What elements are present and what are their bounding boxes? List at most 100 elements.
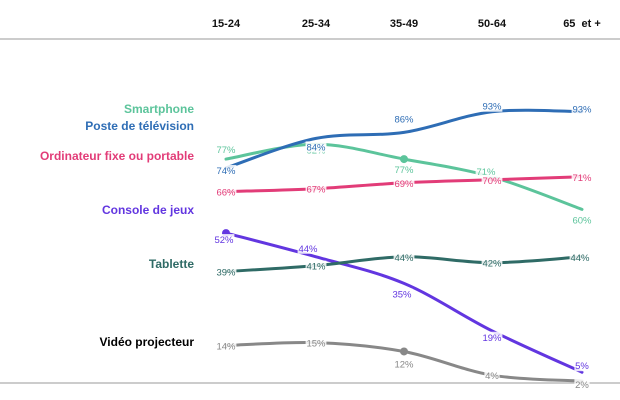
data-label-group: 67% xyxy=(305,183,327,196)
data-label-smartphone-3: 71% xyxy=(476,167,496,178)
data-label-background xyxy=(215,266,237,278)
data-label-background xyxy=(481,331,503,343)
data-label-background xyxy=(297,242,319,254)
data-label-background xyxy=(215,164,237,176)
data-label-background xyxy=(574,379,590,391)
data-label-group: 35% xyxy=(391,288,413,300)
data-label-group: 86% xyxy=(393,113,415,125)
data-label-background xyxy=(481,100,503,112)
data-label-group: 44% xyxy=(393,251,415,264)
data-label-group: 44% xyxy=(569,251,591,264)
data-label-group: 41% xyxy=(305,260,327,273)
category-header-15-24: 15-24 xyxy=(212,18,241,30)
data-label-poste-de-television-1: 84% xyxy=(306,142,326,153)
data-label-background xyxy=(481,257,503,269)
category-headers: 15-24 25-34 35-49 50-64 65 et + xyxy=(212,18,601,30)
data-label-group: 71% xyxy=(571,171,593,184)
data-label-background xyxy=(393,164,415,176)
data-label-group: 2% xyxy=(574,379,590,391)
data-label-video-projecteur-2: 12% xyxy=(394,359,414,370)
data-label-group: 93% xyxy=(571,103,593,116)
series-name-tablette: Tablette xyxy=(149,257,194,271)
data-label-poste-de-television-3: 93% xyxy=(482,102,502,113)
data-label-group: 70% xyxy=(481,174,503,187)
data-label-background xyxy=(305,141,327,153)
series-line-console-de-jeux xyxy=(224,231,584,374)
data-label-group: 69% xyxy=(393,177,415,190)
data-label-smartphone-2: 77% xyxy=(394,165,414,176)
series-name-ordinateur-fixe-ou-portable: Ordinateur fixe ou portable xyxy=(40,149,194,163)
data-label-background xyxy=(305,260,327,272)
data-label-background xyxy=(215,186,237,198)
data-label-group: 60% xyxy=(571,214,593,226)
data-label-poste-de-television-0: 74% xyxy=(216,166,236,177)
data-label-console-de-jeux-1: 44% xyxy=(298,244,318,255)
series-line-poste-de-television xyxy=(224,108,584,170)
data-label-background xyxy=(215,144,237,156)
data-label-background xyxy=(481,174,503,186)
data-label-background xyxy=(393,177,415,189)
data-label-background xyxy=(571,214,593,226)
series-name-console-de-jeux: Console de jeux xyxy=(102,203,194,217)
data-label-tablette-3: 42% xyxy=(482,259,502,270)
series-line-smartphone xyxy=(224,142,584,211)
data-label-group: 39% xyxy=(215,266,237,279)
data-label-background xyxy=(569,251,591,263)
data-label-background xyxy=(305,183,327,195)
data-label-group: 84% xyxy=(305,141,327,153)
category-header-25-34: 25-34 xyxy=(302,18,331,30)
series-name-smartphone: Smartphone xyxy=(124,102,194,116)
data-label-group: 66% xyxy=(215,186,237,199)
data-label-group: 19% xyxy=(481,331,503,344)
data-label-ordinateur-fixe-ou-portable-2: 69% xyxy=(394,179,414,190)
data-label-console-de-jeux-4: 5% xyxy=(575,361,589,372)
series-lines xyxy=(222,108,584,383)
data-label-group: 12% xyxy=(393,358,415,370)
data-label-video-projecteur-3: 4% xyxy=(485,371,499,382)
data-label-group: 4% xyxy=(484,370,500,382)
data-label-group: 5% xyxy=(574,360,590,372)
data-label-group: 14% xyxy=(215,340,237,353)
series-marker-smartphone-2 xyxy=(400,155,408,164)
data-label-group: 42% xyxy=(481,257,503,270)
data-label-ordinateur-fixe-ou-portable-1: 67% xyxy=(306,185,326,196)
series-marker-video-projecteur-2 xyxy=(400,347,408,356)
data-label-poste-de-television-2: 86% xyxy=(394,114,414,125)
data-label-video-projecteur-1: 15% xyxy=(306,339,326,350)
data-label-tablette-4: 44% xyxy=(570,253,590,264)
data-label-background xyxy=(393,251,415,263)
data-label-group: 52% xyxy=(213,234,235,246)
data-label-background xyxy=(571,103,593,115)
data-label-background xyxy=(571,171,593,183)
series-name-video-projecteur: Vidéo projecteur xyxy=(100,335,195,349)
category-header-65-et: 65 et + xyxy=(563,18,601,30)
data-label-background xyxy=(484,370,500,382)
data-label-background xyxy=(574,360,590,372)
data-label-video-projecteur-0: 14% xyxy=(216,342,236,353)
category-header-50-64: 50-64 xyxy=(478,18,507,30)
data-label-background xyxy=(393,113,415,125)
data-label-video-projecteur-4: 2% xyxy=(575,380,589,391)
data-label-ordinateur-fixe-ou-portable-0: 66% xyxy=(216,188,236,199)
data-label-smartphone-0: 77% xyxy=(216,145,236,156)
data-label-group: 77% xyxy=(393,164,415,176)
data-label-group: 71% xyxy=(475,165,497,178)
data-labels: 77%82%77%71%60%74%84%86%93%93%66%67%69%7… xyxy=(213,100,593,391)
data-label-poste-de-television-4: 93% xyxy=(572,105,592,116)
data-label-background xyxy=(393,358,415,370)
data-label-console-de-jeux-0: 52% xyxy=(214,235,234,246)
data-label-console-de-jeux-2: 35% xyxy=(392,289,412,300)
data-label-group: 44% xyxy=(297,242,319,255)
data-label-group: 77% xyxy=(215,144,237,156)
data-label-ordinateur-fixe-ou-portable-3: 70% xyxy=(482,176,502,187)
data-label-smartphone-4: 60% xyxy=(572,215,592,226)
data-label-background xyxy=(215,340,237,352)
data-label-background xyxy=(305,337,327,349)
data-label-ordinateur-fixe-ou-portable-4: 71% xyxy=(572,173,592,184)
data-label-background xyxy=(475,165,497,177)
data-label-background xyxy=(391,288,413,300)
data-label-tablette-2: 44% xyxy=(394,253,414,264)
data-label-group: 15% xyxy=(305,337,327,350)
